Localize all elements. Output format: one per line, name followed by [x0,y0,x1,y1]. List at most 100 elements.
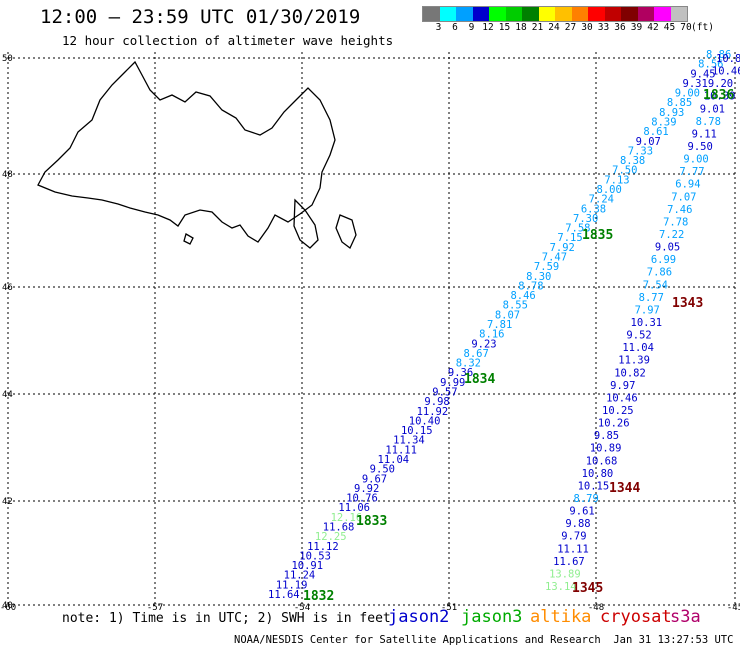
wave-height-value: 9.07 [636,136,661,148]
wave-height-value: 11.06 [338,502,370,514]
wave-height-value: 11.04 [378,454,410,466]
track-time-label: 1834 [464,372,495,387]
wave-height-value: 9.97 [610,380,635,392]
satellite-legend-item: jason2 [388,607,450,627]
wave-height-value: 11.92 [417,406,449,418]
coastline-island [183,233,194,245]
legend-swatch [538,7,555,21]
wave-height-value: 11.11 [557,543,589,555]
legend-tick-label: 70 [680,22,692,33]
wave-height-value: 9.79 [561,531,586,543]
legend-tick-label: 18 [515,22,527,33]
wave-height-value: 11.34 [393,435,425,447]
wave-height-value: 6.99 [651,254,676,266]
wave-height-value: 9.23 [471,338,496,350]
wave-height-value: 9.99 [440,377,465,389]
wave-height-value: 7.77 [679,166,704,178]
wave-height-value: 8.39 [651,117,676,129]
wave-height-value: 7.78 [663,216,688,228]
legend-swatch [654,7,671,21]
wave-height-value: 9.45 [690,68,715,80]
coastline-peninsula [293,198,319,249]
wave-height-value: 7.15 [557,232,582,244]
wave-height-value: 9.52 [626,330,651,342]
track-time-label: 1836 [703,88,734,103]
wave-height-value: 8.56 [698,59,723,71]
legend-tick-label: 3 [435,22,442,33]
wave-height-value: 9.11 [692,128,717,140]
footer-note: note: 1) Time is in UTC; 2) SWH is in fe… [62,611,391,626]
wave-height-value: 10.40 [409,415,441,427]
wave-height-value: 10.46 [606,392,638,404]
wave-height-value: 9.00 [683,154,708,166]
wave-height-value: 9.36 [448,367,473,379]
wave-height-value: 8.93 [659,107,684,119]
legend-swatch [637,7,654,21]
wave-height-value: 8.79 [574,493,599,505]
wave-height-value: 11.67 [553,556,585,568]
coastline-bay [335,214,357,250]
wave-height-value: 7.59 [534,261,559,273]
track-time-label: 1343 [672,296,703,311]
wave-height-value: 8.46 [510,290,535,302]
wave-height-value: 12.16 [331,512,363,524]
wave-height-value: 10.31 [631,317,663,329]
track-time-label: 1832 [303,589,334,604]
satellite-legend-item: cryosat [600,607,672,627]
wave-height-value: 8.30 [526,271,551,283]
wave-height-value: 8.86 [706,49,731,61]
wave-height-value: 8.00 [597,184,622,196]
wave-height-value: 7.07 [671,191,696,203]
wave-height-value: 9.01 [700,103,725,115]
wave-height-value: 8.55 [503,300,528,312]
wave-height-value: 10.25 [602,405,634,417]
legend-tick-label: 27 [564,22,577,33]
wave-height-value: 8.07 [495,309,520,321]
wave-height-value: 11.24 [284,570,316,582]
wave-height-value: 10.82 [614,367,646,379]
track-time-label: 1344 [609,481,640,496]
satellite-legend-item: jason3 [461,607,523,627]
wave-height-value: 8.38 [620,155,645,167]
wave-height-value: 10.76 [346,493,378,505]
wave-height-value: 13.14 [545,581,577,593]
wave-height-value: 11.68 [323,522,355,534]
lon-tick-label: -45 [727,603,740,613]
legend-tick-label: 12 [482,22,494,33]
track-time-label: 1345 [572,581,603,596]
wave-height-value: 10.68 [586,455,618,467]
map-title: 12:00 – 23:59 UTC 01/30/2019 [40,6,361,28]
wave-height-value: 9.88 [565,518,590,530]
legend-swatch [588,7,605,21]
wave-height-value: 9.85 [594,430,619,442]
footer-credit: NOAA/NESDIS Center for Satellite Applica… [234,634,740,646]
wave-height-value: 9.98 [424,396,449,408]
track-time-label: 1833 [356,514,387,529]
color-legend-bar [422,6,688,22]
wave-height-value: 10.26 [598,418,630,430]
wave-height-value: 10.39 [704,91,736,103]
wave-height-value: 9.05 [655,242,680,254]
wave-height-value: 9.50 [370,464,395,476]
wave-height-value: 7.97 [635,304,660,316]
wave-height-value: 8.16 [479,329,504,341]
satellite-legend-item: altika [530,607,592,627]
wave-height-value: 7.86 [647,267,672,279]
legend-swatch [505,7,522,21]
legend-swatch [555,7,572,21]
wave-height-value: 9.31 [683,78,708,90]
wave-height-value: 10.53 [299,550,331,562]
legend-tick-label: 6 [452,22,458,33]
wave-height-value: 7.47 [542,252,567,264]
lat-tick-label: 48 [2,170,13,180]
track-time-label: 1835 [582,228,613,243]
wave-height-value: 11.11 [385,444,417,456]
wave-height-value: 9.00 [675,88,700,100]
wave-height-value: 12.25 [315,531,347,543]
legend-swatch [472,7,489,21]
wave-height-value: 8.78 [518,280,543,292]
wave-height-value: 11.39 [618,355,650,367]
wave-height-value: 7.13 [604,174,629,186]
wave-height-value: 7.46 [667,204,692,216]
wave-height-value: 11.19 [276,579,308,591]
